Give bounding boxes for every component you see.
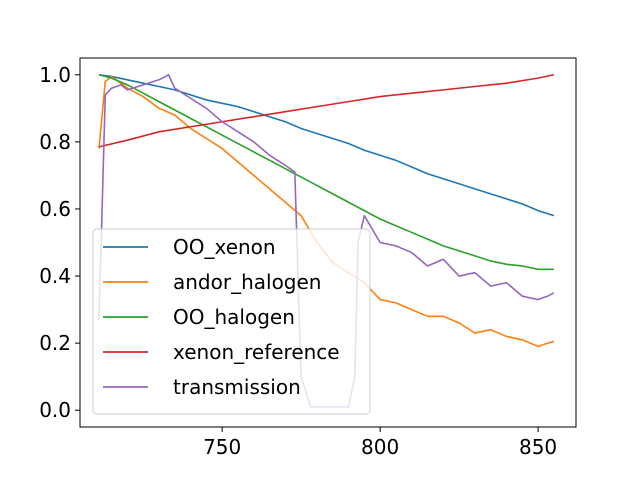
x-tick-label: 800 [361, 435, 399, 459]
x-tick-label: 850 [519, 435, 557, 459]
y-tick-label: 0.0 [39, 398, 71, 422]
legend-label: OO_xenon [173, 235, 276, 259]
legend: OO_xenon andor_halogen OO_halogen xenon_ref… [92, 228, 371, 415]
legend-label: andor_halogen [173, 270, 322, 294]
legend-label: xenon_reference [173, 340, 340, 364]
y-tick-label: 0.4 [39, 264, 71, 288]
legend-box [92, 228, 371, 415]
axes-frame [79, 57, 577, 428]
series-line-OO-halogen [98, 73, 554, 271]
y-tick-label: 1.0 [39, 63, 71, 87]
axes-layer: 750 800 850 0.0 0.2 0.4 0.6 0.8 1.0 [39, 57, 577, 459]
series-line-OO-xenon [98, 73, 555, 217]
y-tick-label: 0.2 [39, 331, 71, 355]
legend-label: transmission [173, 375, 301, 399]
series-line-xenon-reference [98, 73, 555, 148]
x-tick-label: 750 [203, 435, 241, 459]
y-tick-label: 0.6 [39, 197, 71, 221]
y-tick-label: 0.8 [39, 130, 71, 154]
legend-label: OO_halogen [173, 305, 295, 329]
